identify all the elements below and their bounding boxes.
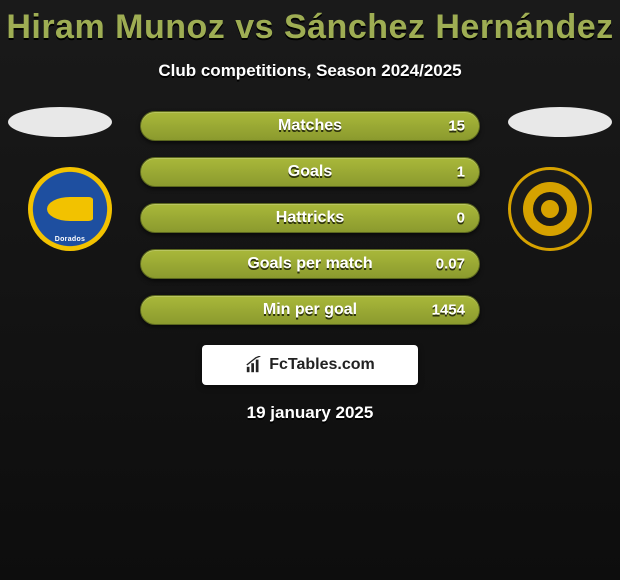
leones-icon xyxy=(533,192,567,226)
stat-bar: Hattricks 0 xyxy=(140,203,480,233)
stat-label: Goals per match xyxy=(247,255,372,273)
stat-value: 1454 xyxy=(432,302,465,319)
logo-text: FcTables.com xyxy=(269,356,375,374)
leones-inner xyxy=(523,182,577,236)
stat-value: 0.07 xyxy=(436,256,465,273)
date-label: 19 january 2025 xyxy=(0,403,620,423)
comparison-area: Dorados Matches 15 Goals 1 Hattricks 0 G… xyxy=(0,111,620,423)
stat-value: 15 xyxy=(448,118,465,135)
club-badge-right xyxy=(508,167,592,251)
stat-label: Goals xyxy=(288,163,332,181)
badge-left-label: Dorados xyxy=(28,236,112,243)
stat-bar: Matches 15 xyxy=(140,111,480,141)
player-photo-left xyxy=(8,107,112,137)
stat-bar: Goals 1 xyxy=(140,157,480,187)
stat-value: 0 xyxy=(457,210,465,227)
stat-bar: Min per goal 1454 xyxy=(140,295,480,325)
stat-label: Hattricks xyxy=(276,209,344,227)
stats-bars: Matches 15 Goals 1 Hattricks 0 Goals per… xyxy=(140,111,480,325)
club-badge-left: Dorados xyxy=(28,167,112,251)
source-logo: FcTables.com xyxy=(202,345,418,385)
stat-label: Min per goal xyxy=(263,301,357,319)
page-title: Hiram Munoz vs Sánchez Hernández xyxy=(0,0,620,47)
player-photo-right xyxy=(508,107,612,137)
subtitle: Club competitions, Season 2024/2025 xyxy=(0,61,620,81)
stat-bar: Goals per match 0.07 xyxy=(140,249,480,279)
bar-chart-icon xyxy=(245,356,263,374)
stat-label: Matches xyxy=(278,117,342,135)
stat-value: 1 xyxy=(457,164,465,181)
dorados-icon xyxy=(47,197,93,221)
